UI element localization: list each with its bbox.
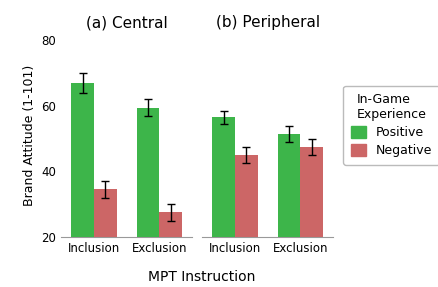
Bar [212,117,235,287]
Title: (b) Peripheral: (b) Peripheral [215,15,320,30]
Bar [71,83,94,287]
Bar [94,189,117,287]
Bar [159,212,182,287]
Title: (a) Central: (a) Central [86,15,167,30]
Bar [300,147,323,287]
Text: MPT Instruction: MPT Instruction [148,270,255,284]
Legend: Positive, Negative: Positive, Negative [343,86,438,165]
Y-axis label: Brand Attitude (1-101): Brand Attitude (1-101) [23,65,36,206]
Bar [137,108,159,287]
Bar [278,134,300,287]
Bar [235,155,258,287]
